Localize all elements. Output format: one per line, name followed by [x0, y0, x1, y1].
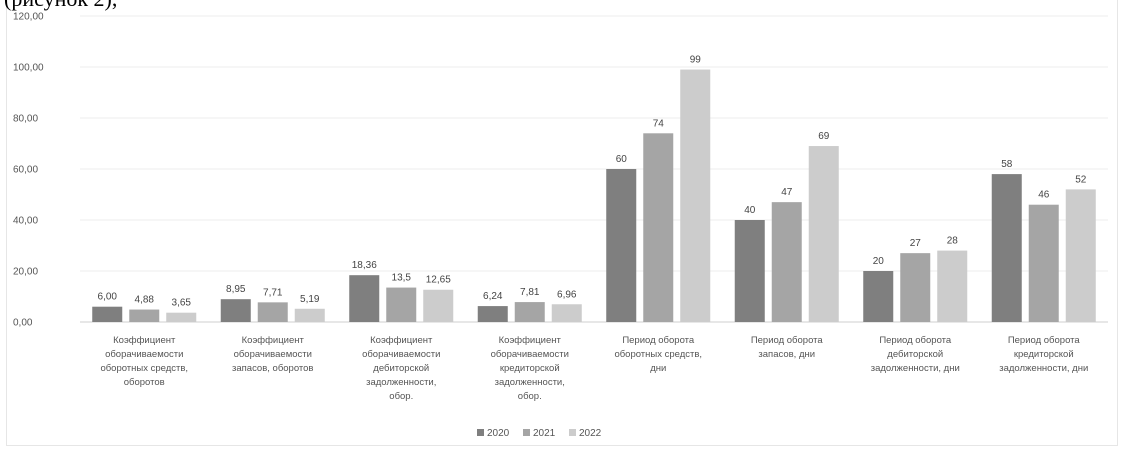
bar [514, 302, 545, 322]
category-label: Период оборота запасов, дни [751, 335, 824, 360]
category-label: Период оборота кредиторской задолженности,… [999, 335, 1088, 374]
data-label: 99 [690, 55, 702, 66]
bar [643, 133, 674, 322]
bar [606, 169, 637, 322]
data-label: 46 [1038, 190, 1050, 201]
bar [257, 302, 288, 322]
bar [1028, 204, 1059, 322]
data-label: 52 [1075, 174, 1087, 185]
y-tick-label: 80,00 [13, 114, 38, 125]
legend-label: 2020 [487, 428, 510, 439]
data-label: 7,71 [263, 287, 283, 298]
bar [386, 287, 417, 322]
data-label: 27 [910, 238, 922, 249]
y-tick-label: 40,00 [13, 216, 38, 227]
bar [734, 220, 765, 322]
data-label: 6,00 [98, 292, 118, 303]
header-text-fragment: (рисунок 2), [4, 0, 117, 12]
bar [900, 253, 931, 322]
data-label: 40 [744, 205, 756, 216]
y-tick-label: 0,00 [13, 318, 33, 329]
data-label: 18,36 [352, 260, 377, 271]
bar [863, 271, 894, 322]
bar [1065, 189, 1096, 322]
category-label: Коэффициент оборачиваемости оборотных сред… [100, 335, 188, 388]
legend-swatch [523, 429, 530, 436]
bar [551, 304, 582, 322]
bar [477, 306, 508, 322]
data-label: 60 [616, 154, 628, 165]
data-label: 58 [1001, 159, 1013, 170]
data-label: 47 [781, 187, 793, 198]
category-label: Коэффициент оборачиваемости дебиторской зад… [362, 335, 440, 402]
category-label: Коэффициент оборачиваемости кредиторской за… [491, 335, 569, 402]
bar [166, 312, 197, 322]
bar [423, 289, 454, 322]
data-label: 12,65 [426, 275, 451, 286]
legend-label: 2021 [533, 428, 556, 439]
bar [680, 69, 711, 322]
y-tick-label: 100,00 [13, 63, 44, 74]
bar [937, 250, 968, 322]
bar [808, 146, 839, 322]
data-label: 5,19 [300, 294, 320, 305]
category-label: Период оборота оборотных средств, дни [614, 335, 702, 374]
data-label: 8,95 [226, 284, 246, 295]
y-tick-label: 120,00 [13, 12, 44, 23]
data-label: 74 [653, 118, 665, 129]
data-label: 3,65 [172, 298, 192, 309]
data-label: 6,24 [483, 291, 503, 302]
data-label: 4,88 [135, 295, 155, 306]
legend-swatch [569, 429, 576, 436]
y-tick-label: 20,00 [13, 267, 38, 278]
bar [991, 174, 1022, 322]
chart-area [6, 0, 1118, 446]
data-label: 6,96 [557, 289, 577, 300]
legend-swatch [477, 429, 484, 436]
category-label: Период оборота дебиторской задолженности, … [871, 335, 960, 374]
data-label: 28 [947, 236, 959, 247]
data-label: 13,5 [392, 273, 412, 284]
y-tick-label: 60,00 [13, 165, 38, 176]
data-label: 7,81 [520, 287, 540, 298]
bar [92, 306, 123, 322]
bar [771, 202, 802, 322]
category-label: Коэффициент оборачиваемости запасов, оборо… [232, 335, 313, 374]
bar [349, 275, 380, 322]
data-label: 69 [818, 131, 830, 142]
bar [220, 299, 251, 322]
data-label: 20 [873, 256, 885, 267]
bar [294, 308, 325, 322]
bar [129, 309, 160, 322]
legend-label: 2022 [579, 428, 602, 439]
